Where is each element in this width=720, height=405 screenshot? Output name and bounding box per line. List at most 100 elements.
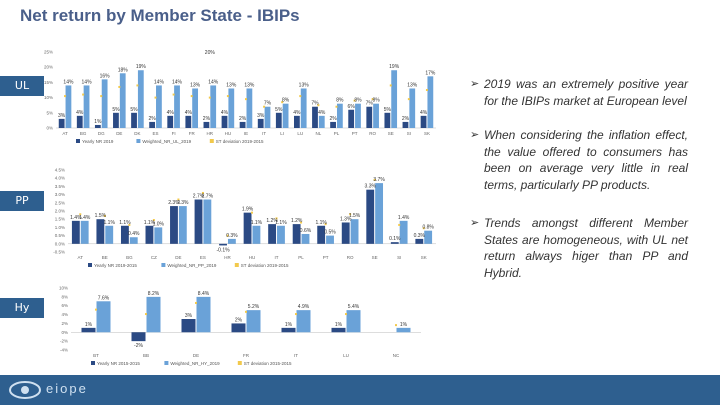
stdev-marker — [422, 227, 425, 230]
data-label-weighted: 4.9% — [298, 304, 310, 310]
bar-yearly — [257, 118, 264, 128]
stdev-marker — [407, 98, 410, 101]
bar-yearly — [167, 115, 174, 128]
data-label-weighted: 1.1% — [251, 220, 263, 226]
data-label-yearly: 4% — [76, 110, 84, 116]
y-tick-label: 4.5% — [55, 168, 65, 173]
y-tick-label: 1.5% — [55, 217, 65, 222]
x-tick-label: DE — [116, 131, 122, 136]
legend-label: ST deviation 2019-2015 — [241, 263, 289, 268]
stdev-marker — [371, 98, 374, 101]
x-tick-label: RO — [369, 131, 376, 136]
legend-label: Weighted_NR_UL_2019 — [142, 139, 191, 144]
data-label-weighted: 14% — [154, 79, 165, 85]
bar-yearly — [341, 222, 350, 244]
bar-weighted — [326, 235, 334, 244]
x-tick-label: SE — [372, 255, 378, 260]
bar-weighted — [96, 301, 111, 333]
data-label-weighted: 13% — [299, 82, 310, 88]
bar-weighted — [346, 310, 361, 333]
data-label-yearly: 0.1% — [389, 236, 401, 242]
stdev-marker — [373, 178, 376, 181]
bar-yearly — [317, 225, 326, 244]
bar-yearly — [131, 112, 137, 128]
bar-yearly — [131, 332, 146, 342]
y-tick-label: 6% — [61, 303, 68, 308]
data-label-weighted: 14% — [208, 79, 219, 85]
x-tick-label: PL — [334, 131, 340, 136]
stdev-marker — [349, 213, 352, 216]
data-label-weighted: 3.7% — [373, 177, 385, 183]
bar-yearly — [194, 199, 203, 244]
chart-pp: -0.5% 0.0% 0.5% 1.0% 1.5% 2.0% 2.5% 3.0% 3.5% 4.0… — [53, 168, 436, 268]
tag-hy: Hy — [0, 298, 44, 318]
eiope-logo-icon — [9, 381, 41, 399]
data-label-weighted: 13% — [226, 82, 237, 88]
stdev-marker — [263, 105, 266, 108]
bar-weighted — [246, 310, 261, 333]
y-tick-label: 3.5% — [55, 184, 65, 189]
data-label-yearly: 5% — [112, 107, 120, 113]
data-label-yearly: 2% — [149, 116, 157, 122]
x-tick-label: DE — [193, 353, 199, 358]
bar-weighted — [296, 310, 311, 333]
y-tick-label: 0.0% — [55, 241, 65, 246]
bar-weighted — [246, 88, 253, 128]
data-label-weighted: 0.3% — [226, 233, 238, 239]
x-tick-label: IT — [294, 353, 298, 358]
data-label-weighted: 13% — [407, 82, 418, 88]
data-label-yearly: 1.4% — [70, 215, 82, 221]
data-label-weighted: 1.5% — [349, 213, 361, 219]
data-label-yearly: 1% — [335, 322, 343, 328]
y-tick-label: 1.0% — [55, 225, 65, 230]
bar-weighted — [192, 88, 199, 128]
data-label-top: 20% — [205, 50, 216, 56]
bar-yearly — [185, 115, 192, 128]
bar-weighted — [396, 327, 411, 333]
bar-weighted — [336, 103, 343, 128]
bar-weighted — [154, 227, 163, 244]
data-label-yearly: 4% — [221, 110, 229, 116]
bar-yearly — [221, 115, 228, 128]
legend-swatch — [136, 139, 141, 143]
data-label-yearly: 1% — [94, 119, 102, 125]
y-tick-label: 0% — [46, 126, 53, 131]
x-tick-label: HR — [207, 131, 214, 136]
stdev-marker — [136, 84, 139, 87]
x-tick-label: SK — [424, 131, 430, 136]
data-label-weighted: 8.2% — [148, 291, 160, 297]
stdev-marker — [79, 213, 82, 216]
y-tick-label: 0% — [61, 330, 68, 335]
bar-yearly — [390, 242, 399, 244]
data-label-weighted: 8% — [282, 98, 290, 104]
data-label-weighted: 1.1% — [275, 220, 287, 226]
arrow-icon: ➢ — [470, 129, 480, 141]
logo-text: eiope — [46, 381, 88, 396]
data-label-yearly: 1.1% — [144, 220, 156, 226]
stdev-marker — [201, 191, 204, 194]
stdev-marker — [398, 223, 401, 226]
bar-weighted — [227, 238, 236, 244]
data-label-weighted: 2.3% — [177, 200, 189, 206]
y-tick-label: 5% — [46, 110, 53, 115]
data-label-weighted: 7.6% — [98, 295, 110, 301]
bar-yearly — [81, 327, 96, 333]
bar-yearly — [293, 115, 300, 128]
data-label-yearly: 2% — [239, 116, 247, 122]
bar-weighted — [156, 85, 162, 128]
stdev-marker — [275, 217, 278, 220]
data-label-weighted: 2.7% — [202, 194, 214, 200]
bar-weighted — [409, 88, 416, 128]
arrow-icon: ➢ — [470, 217, 480, 229]
data-label-weighted: 18% — [118, 67, 129, 73]
x-tick-label: NC — [393, 353, 400, 358]
bar-weighted — [210, 85, 217, 128]
data-label-yearly: 4% — [167, 110, 175, 116]
bar-weighted — [119, 73, 126, 128]
data-label-weighted: 17% — [425, 70, 436, 76]
data-label-weighted: 1.4% — [79, 215, 91, 221]
data-label-yearly: 1% — [285, 322, 293, 328]
bar-yearly — [366, 106, 373, 128]
bar-weighted — [277, 225, 285, 244]
bar-weighted — [80, 220, 89, 244]
